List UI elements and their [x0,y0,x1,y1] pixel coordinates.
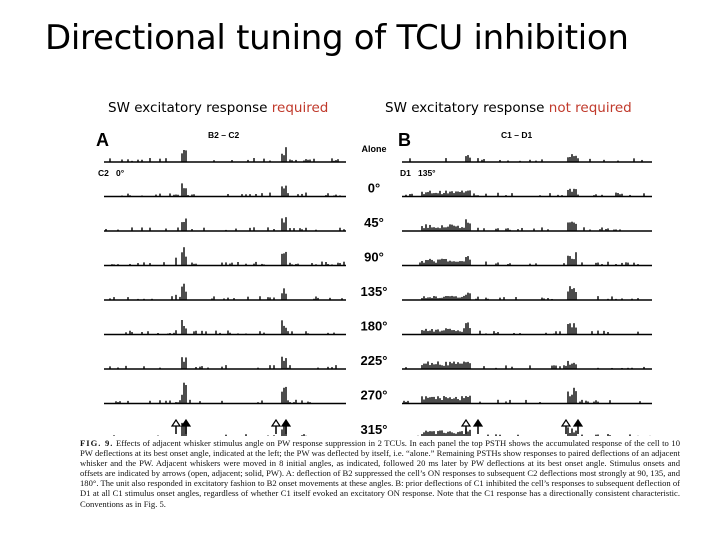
open-arrow-icon [170,418,182,434]
stimulus-arrows [170,418,584,434]
slide-title: Directional tuning of TCU inhibition [45,18,629,58]
psth-trace-b-0 [402,154,652,163]
row-label: 225° [361,353,388,368]
row-label: 270° [361,388,388,403]
panel-b-header: B C1 – D1 D1 135° [398,130,532,178]
row-labels: Alone 0° 45° 90° 135° 180° 225° 270° 315° [361,144,388,436]
row-label: 0° [368,181,380,196]
right-subheading: SW excitatory response not required [385,100,632,116]
row-label: 90° [364,250,384,265]
psth-trace-b-8 [417,427,651,436]
panel-b-adjacent-label: D1 [400,168,411,178]
open-arrow-icon [560,418,572,434]
psth-trace-b-7 [402,387,652,405]
row-label: 135° [361,284,388,299]
left-subheading-highlight: required [271,100,329,116]
caption-text: Effects of adjacent whisker stimulus ang… [80,438,680,509]
panel-a-pair-label: B2 – C2 [208,130,239,140]
psth-trace-a-6 [104,356,346,370]
psth-trace-b-2 [402,219,652,232]
left-subheading-prefix: SW excitatory response [108,100,272,116]
psth-trace-a-1 [104,183,346,198]
psth-figure: A B2 – C2 C2 0° B C1 – D1 D1 135° Alone 0… [96,130,652,436]
open-arrow-icon [270,418,282,434]
panel-b-pair-label: C1 – D1 [501,130,532,140]
panel-a-header: A B2 – C2 C2 0° [96,130,239,178]
row-label: 45° [364,215,384,230]
psth-trace-b-6 [402,360,652,370]
psth-trace-a-8 [113,422,307,436]
row-label: 315° [361,422,388,436]
left-subheading: SW excitatory response required [108,100,328,116]
psth-trace-a-3 [104,247,346,267]
psth-trace-b-5 [402,322,652,336]
psth-trace-a-0 [104,147,346,163]
solid-arrow-icon [472,418,484,434]
psth-traces [104,147,652,436]
panel-a-letter: A [96,130,109,150]
psth-trace-b-3 [402,252,652,267]
open-arrow-icon [460,418,472,434]
psth-trace-a-4 [104,283,346,301]
row-label: Alone [361,144,386,154]
panel-b-best-angle: 135° [418,168,436,178]
right-subheading-prefix: SW excitatory response [385,100,549,116]
solid-arrow-icon [572,418,584,434]
solid-arrow-icon [180,418,192,434]
panel-a-best-angle: 0° [116,168,125,178]
psth-trace-b-4 [402,286,652,301]
solid-arrow-icon [280,418,292,434]
row-label: 180° [361,319,388,334]
panel-b-letter: B [398,130,411,150]
psth-trace-a-7 [104,382,346,405]
figure-caption: FIG. 9. Effects of adjacent whisker stim… [80,438,680,509]
panel-a-adjacent-label: C2 [98,168,109,178]
right-subheading-highlight: not required [548,100,632,116]
caption-label: FIG. 9. [80,438,114,448]
psth-trace-a-2 [104,217,346,232]
psth-trace-b-1 [402,188,652,198]
psth-trace-a-5 [104,319,346,336]
